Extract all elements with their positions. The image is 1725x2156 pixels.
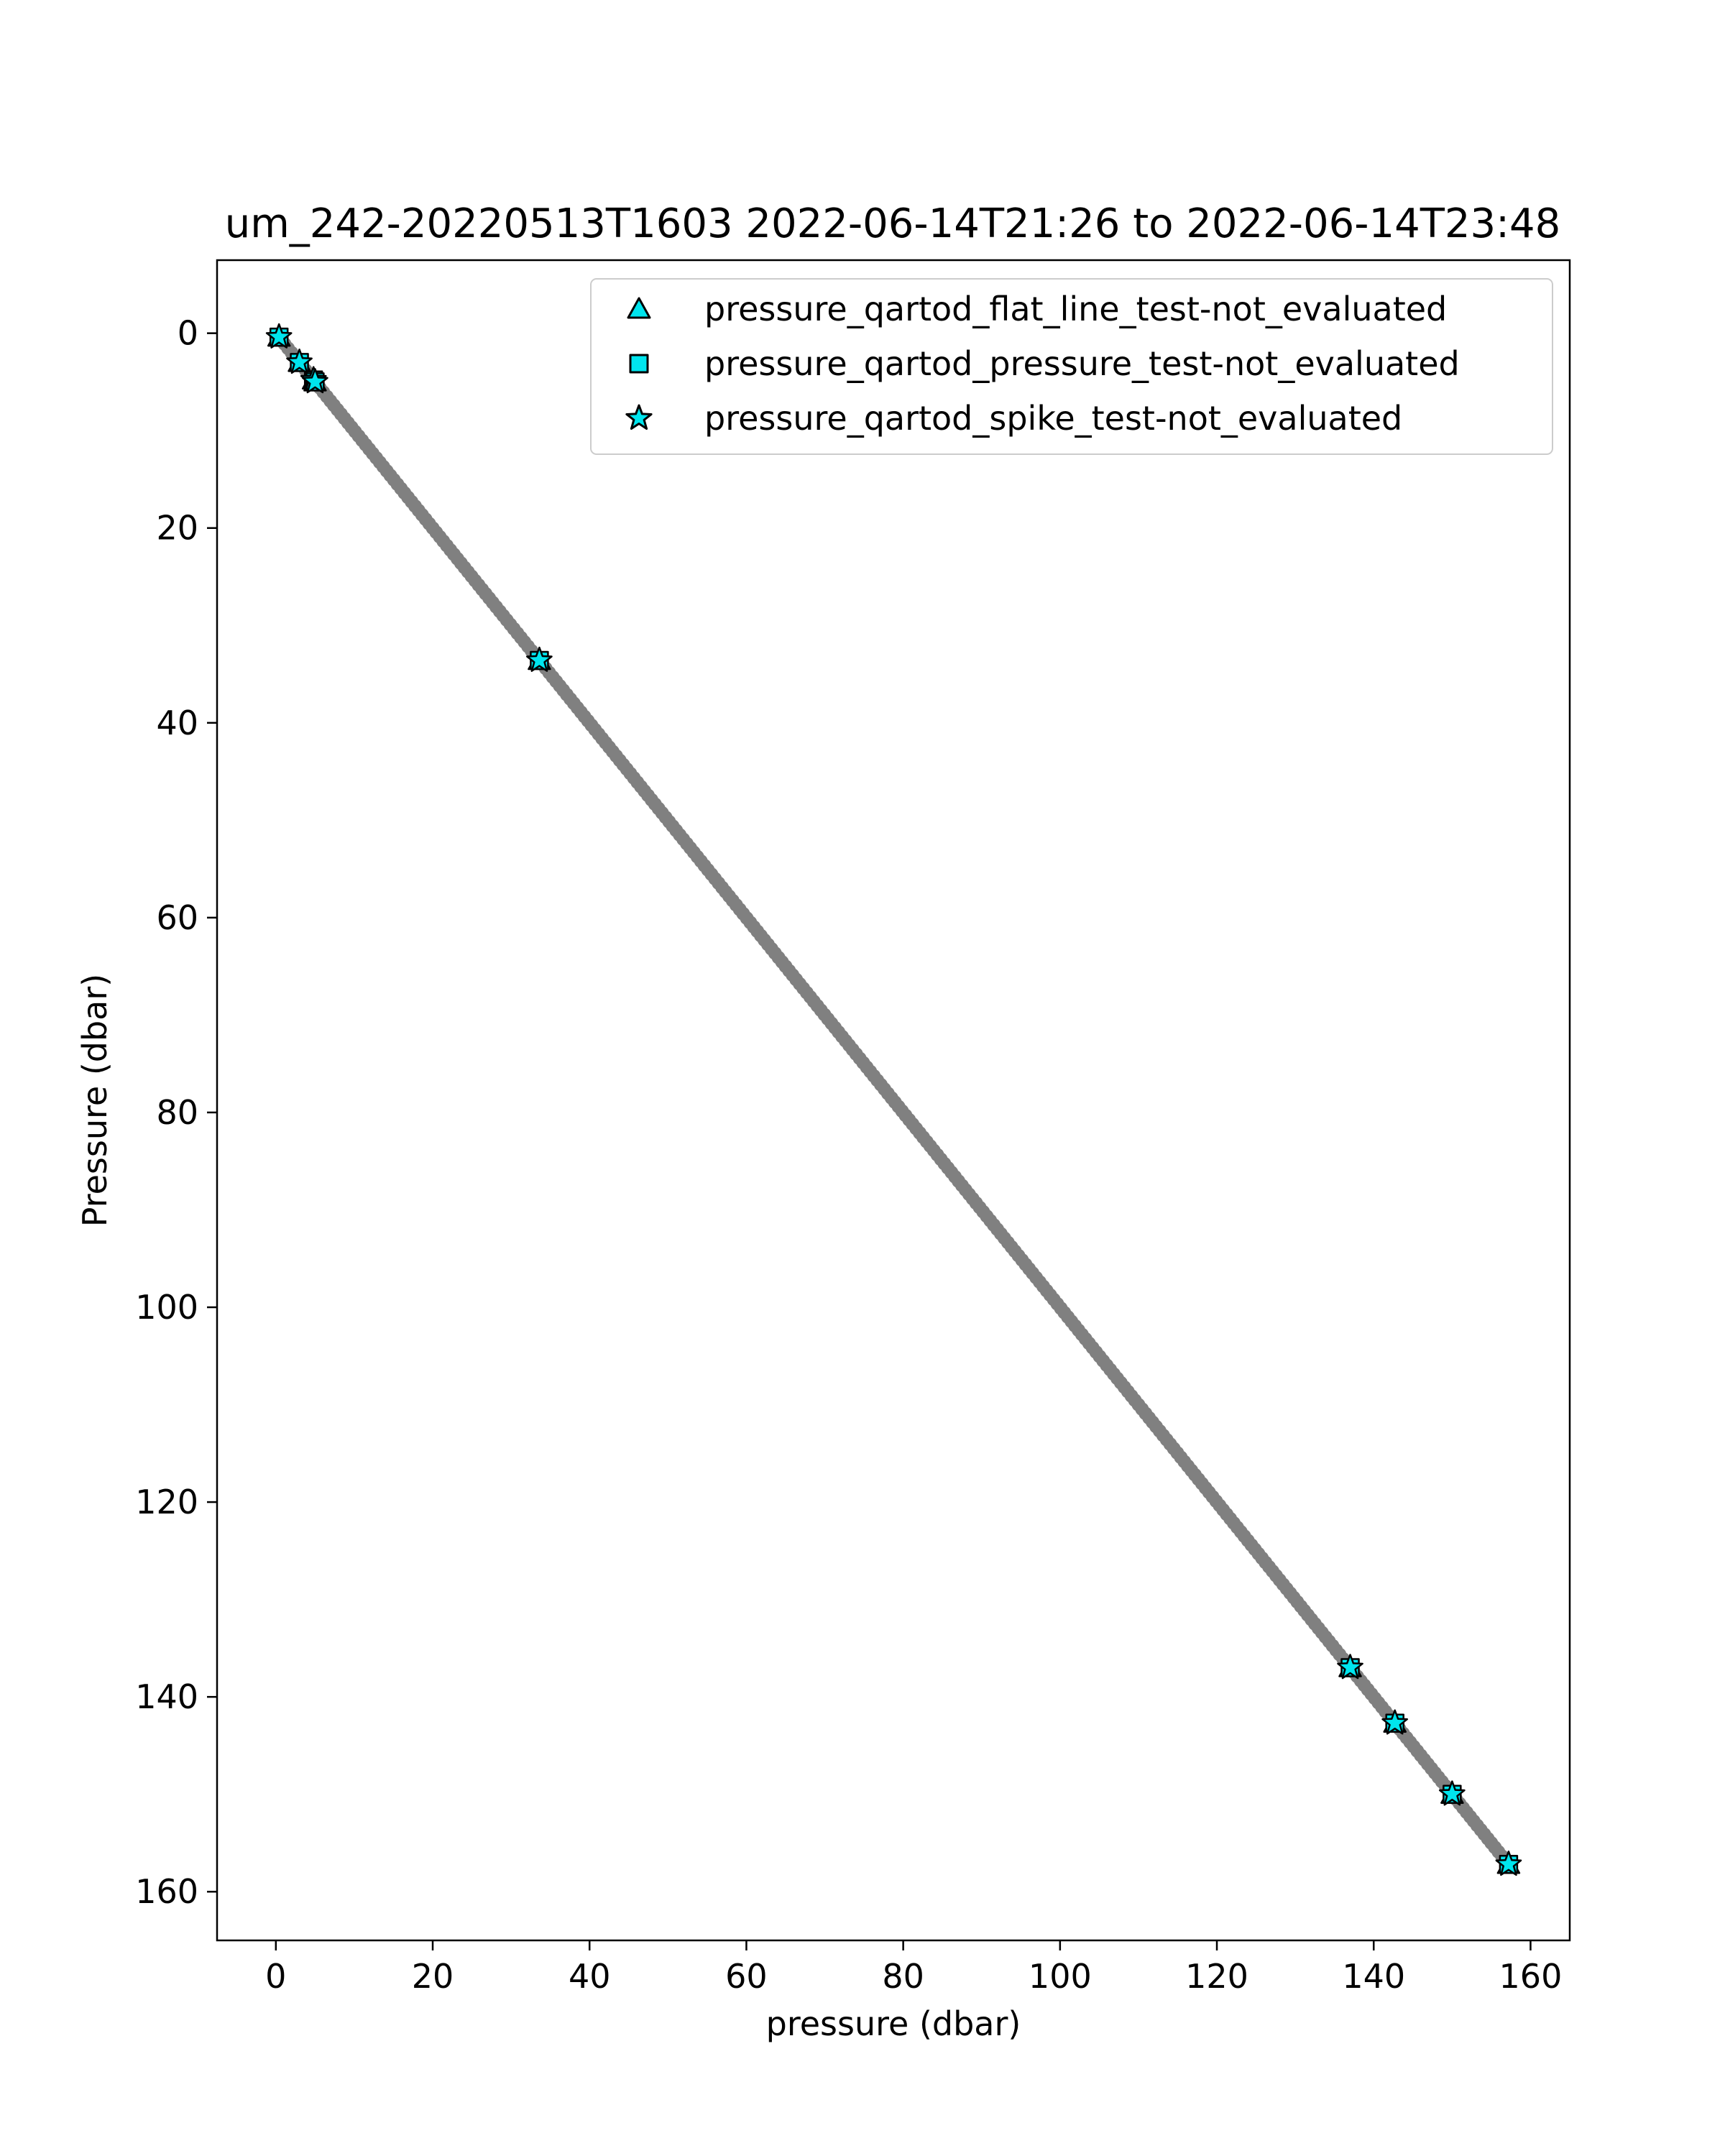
plot-area [265,323,1522,1876]
star-marker [265,323,293,349]
x-tick-label: 160 [1499,1957,1563,1996]
legend-label: pressure_qartod_pressure_test-not_evalua… [704,344,1460,383]
legend-label: pressure_qartod_spike_test-not_evaluated [704,399,1402,438]
y-tick-label: 40 [156,704,198,742]
axes: 0 20 40 60 80 100 120 140 160 0 20 40 60 80 100 120 140 1… [135,314,1562,1996]
y-axis-label: Pressure (dbar) [75,974,114,1227]
y-tick-label: 20 [156,509,198,548]
x-tick-label: 100 [1029,1957,1092,1996]
x-tick-label: 80 [882,1957,924,1996]
star-marker [1495,1851,1522,1876]
triangle-legend-icon [627,297,651,319]
x-tick-label: 40 [569,1957,611,1996]
x-axis-label: pressure (dbar) [766,2004,1021,2043]
y-tick-label: 140 [135,1677,198,1716]
star-marker [286,349,313,374]
y-tick-label: 80 [156,1093,198,1132]
x-tick-label: 20 [412,1957,454,1996]
y-tick-label: 160 [135,1872,198,1911]
y-tick-label: 120 [135,1483,198,1521]
x-tick-label: 60 [725,1957,768,1996]
chart-title: um_242-20220513T1603 2022-06-14T21:26 to… [225,201,1561,247]
star-marker [526,646,553,672]
star-marker [302,368,328,394]
y-tick-label: 0 [178,314,198,353]
star-legend-icon [625,404,653,430]
x-tick-label: 140 [1342,1957,1405,1996]
legend-label: pressure_qartod_flat_line_test-not_evalu… [704,290,1447,328]
star-marker [1381,1709,1409,1735]
legend-box [590,278,1553,455]
y-tick-label: 60 [156,898,198,937]
x-tick-label: 0 [265,1957,286,1996]
star-marker [1438,1780,1466,1806]
plot-frame [216,259,1571,1942]
square-legend-icon [629,354,649,374]
star-marker [1337,1654,1363,1680]
y-tick-label: 100 [135,1288,198,1327]
x-tick-label: 120 [1185,1957,1248,1996]
legend: pressure_qartod_flat_line_test-not_evalu… [590,278,1553,455]
